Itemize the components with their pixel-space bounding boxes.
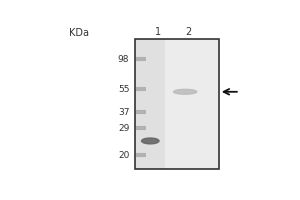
Text: 29: 29 xyxy=(118,124,129,133)
Text: KDa: KDa xyxy=(69,28,89,38)
Bar xyxy=(135,39,165,169)
Text: 98: 98 xyxy=(118,55,129,64)
Ellipse shape xyxy=(142,138,159,144)
Text: 2: 2 xyxy=(185,27,192,37)
Text: 20: 20 xyxy=(118,151,129,160)
Text: 1: 1 xyxy=(155,27,161,37)
Text: 37: 37 xyxy=(118,108,129,117)
Bar xyxy=(135,39,219,169)
Bar xyxy=(165,39,219,169)
Ellipse shape xyxy=(173,89,197,94)
Text: 55: 55 xyxy=(118,85,129,94)
